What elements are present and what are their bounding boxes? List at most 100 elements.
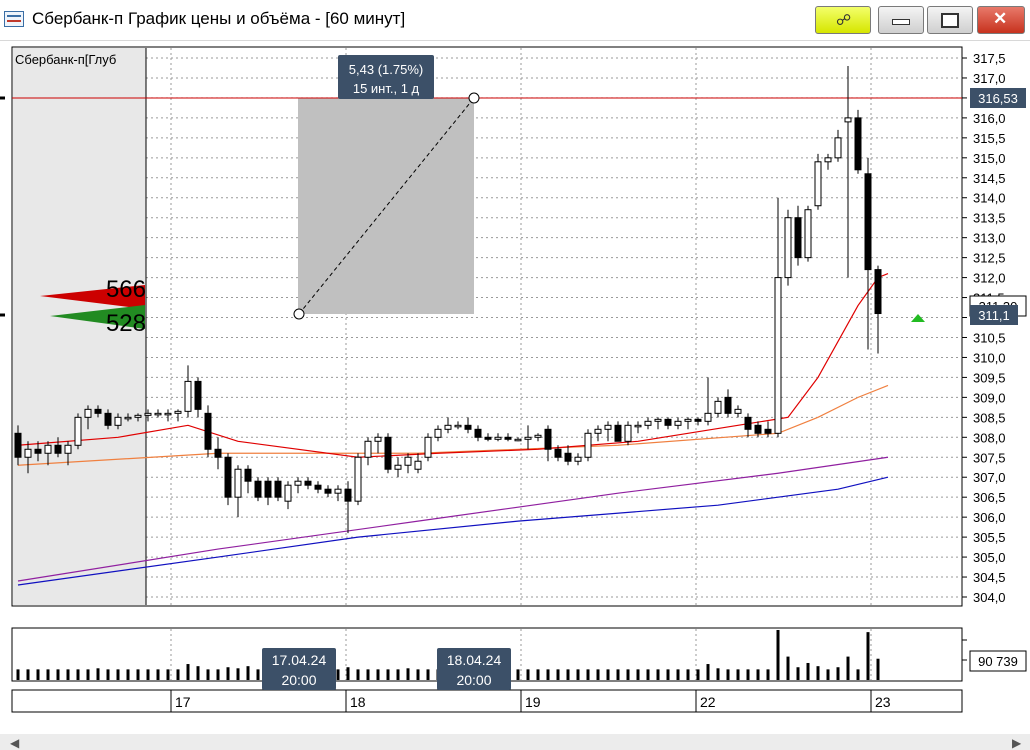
price-axis[interactable]: 304,0 304,5 305,0 305,5 306,0 306,5 307,0 307,5… — [962, 51, 1006, 605]
price-panel[interactable] — [11, 46, 963, 607]
minimize-button[interactable] — [878, 6, 924, 34]
candle — [294, 477, 302, 494]
price-tick-label: 312,5 — [973, 251, 1006, 266]
price-tick-label: 317,5 — [973, 51, 1006, 66]
horizontal-scrollbar[interactable] — [0, 734, 1030, 750]
volume-bar — [616, 669, 620, 680]
scroll-right-icon[interactable]: ▶ — [1012, 736, 1022, 750]
candle — [724, 389, 732, 418]
candle — [764, 421, 772, 438]
price-volume-chart[interactable]: 566 528 Сбербанк-п[Глуб 5,43 (1.75%) 15 … — [0, 40, 1030, 750]
candle-down — [194, 380, 202, 410]
candle — [484, 433, 492, 442]
candle-up — [84, 408, 92, 418]
candle — [354, 453, 362, 506]
candle — [394, 457, 402, 478]
candle-up — [234, 468, 242, 498]
volume-bar — [226, 667, 230, 680]
measurement-tooltip — [338, 55, 434, 99]
time-axis[interactable] — [11, 689, 963, 713]
candle — [154, 409, 162, 418]
candle-up — [524, 436, 532, 440]
candle — [704, 377, 712, 426]
candle — [414, 453, 422, 474]
candle-up — [654, 418, 662, 422]
volume-bar — [176, 669, 180, 680]
candle-down — [744, 416, 752, 430]
ma-mid-line — [17, 384, 889, 466]
candle — [234, 465, 242, 518]
volume-bar — [206, 669, 210, 680]
candle — [474, 425, 482, 442]
link-button[interactable]: ☍ — [815, 6, 871, 34]
volume-bar — [596, 669, 600, 680]
volume-bar — [716, 668, 720, 680]
candle — [524, 425, 532, 450]
candle-up — [594, 428, 602, 434]
candle-up — [534, 434, 542, 438]
maximize-button[interactable] — [927, 6, 973, 34]
candle — [584, 429, 592, 462]
volume-bar — [426, 669, 430, 680]
volume-bar — [236, 668, 240, 680]
price-tick-label: 310,5 — [973, 330, 1006, 345]
candle-up — [374, 436, 382, 442]
candle-up — [124, 416, 132, 420]
candle — [574, 453, 582, 466]
candle-down — [564, 452, 572, 462]
volume-bar — [66, 669, 70, 680]
candle-up — [604, 424, 612, 430]
candle-down — [384, 436, 392, 470]
candle-up — [814, 161, 822, 207]
close-button[interactable]: ✕ — [977, 6, 1025, 34]
volume-last-badge — [969, 650, 1027, 672]
candle — [64, 441, 72, 466]
candle-down — [14, 432, 22, 458]
volume-bar — [876, 658, 880, 680]
candle — [254, 477, 262, 502]
volume-bar — [526, 669, 530, 680]
candle — [44, 441, 52, 466]
volume-bar — [196, 666, 200, 680]
volume-bar — [166, 669, 170, 680]
candle-down — [694, 418, 702, 422]
measurement-end-handle[interactable] — [468, 92, 480, 104]
candle — [74, 413, 82, 450]
time-axis-labels: 17 18 19 22 23 — [170, 690, 891, 712]
candle-up — [294, 480, 302, 486]
candle-up — [434, 428, 442, 438]
candle-up — [444, 424, 452, 430]
candle-down — [724, 396, 732, 414]
measurement-tool[interactable]: 5,43 (1.75%) 15 инт., 1 д — [293, 55, 480, 320]
volume-bar — [346, 667, 350, 680]
candle — [384, 433, 392, 474]
volume-bar — [566, 669, 570, 680]
measurement-start-handle[interactable] — [293, 308, 305, 320]
candle — [164, 409, 172, 422]
candle — [604, 421, 612, 442]
candles — [14, 65, 882, 534]
candle-down — [304, 480, 312, 486]
candle — [854, 109, 862, 174]
ma-slow-line — [17, 456, 889, 582]
time-tick-label: 18 — [350, 694, 366, 710]
candle-down — [614, 424, 622, 442]
candle — [874, 265, 882, 354]
volume-bar — [126, 669, 130, 680]
candle-up — [574, 456, 582, 462]
last-price-badge-label: 311,1 — [978, 308, 1010, 323]
candle-down — [504, 436, 512, 440]
volume-bar — [766, 669, 770, 680]
order-book-area — [13, 48, 146, 605]
volume-bar — [686, 669, 690, 680]
candle-up — [774, 277, 782, 434]
candle — [244, 465, 252, 494]
scroll-left-icon[interactable]: ◀ — [10, 736, 20, 750]
candle — [774, 197, 782, 438]
price-tick-label: 307,0 — [973, 470, 1006, 485]
candle-up — [674, 420, 682, 426]
candle — [424, 433, 432, 462]
candle — [504, 433, 512, 442]
candle — [734, 405, 742, 418]
candle-down — [544, 428, 552, 450]
